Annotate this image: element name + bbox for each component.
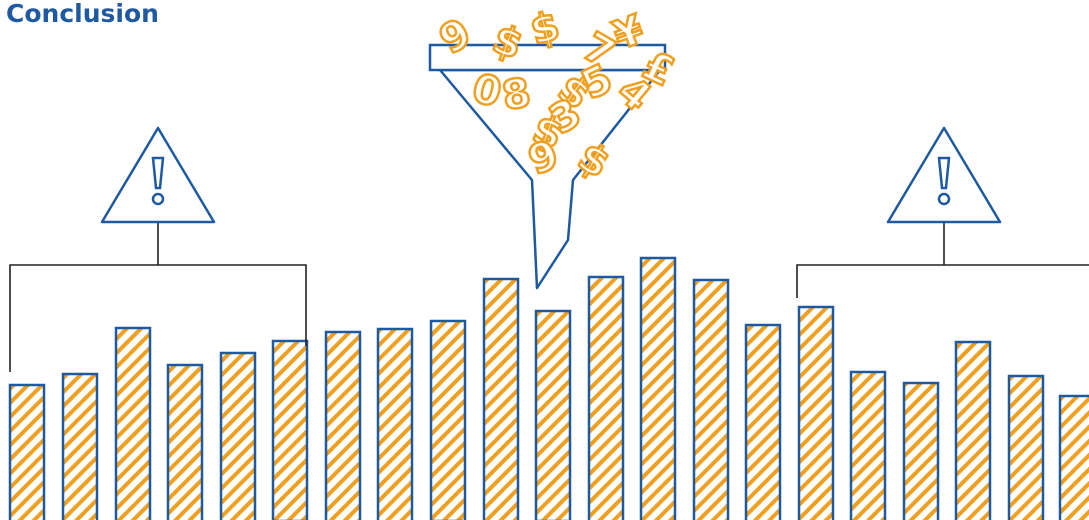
bar: [692, 278, 730, 520]
bar: [61, 372, 99, 520]
bar: [219, 351, 257, 520]
bar: [1058, 394, 1089, 520]
bar: [902, 381, 940, 520]
bar: [271, 339, 309, 520]
bar: [1007, 374, 1045, 520]
bar: [534, 309, 572, 520]
bar: [797, 305, 835, 520]
bars: [8, 256, 1089, 520]
bar: [376, 327, 414, 520]
bar: [639, 256, 677, 520]
bar: [429, 319, 467, 520]
bar: [954, 340, 992, 520]
bar: [849, 370, 887, 520]
bar: [8, 383, 46, 520]
bar: [587, 275, 625, 520]
title: Conclusion: [6, 0, 159, 28]
bar: [482, 277, 520, 520]
funnel-symbol: 0: [467, 65, 506, 117]
bar: [114, 326, 152, 520]
funnel: 9 $$ 7¥£08 $54$39 $: [428, 2, 682, 290]
bar: [166, 363, 204, 520]
bar: [744, 323, 782, 520]
right-warning: [796, 126, 1089, 298]
bar: [324, 330, 362, 520]
left-warning: [9, 126, 307, 372]
